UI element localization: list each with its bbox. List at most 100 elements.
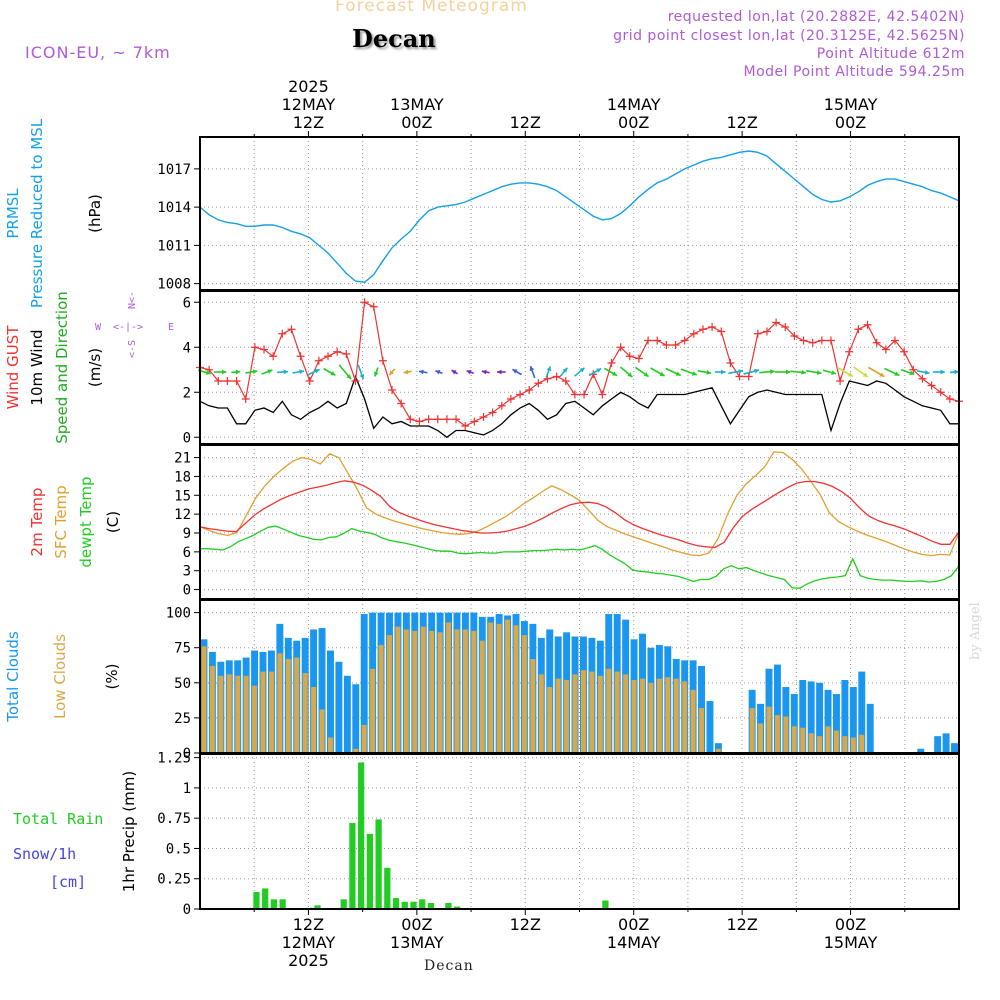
model-point-altitude: Model Point Altitude 594.25m: [743, 64, 965, 80]
pressure-panel: 1008 1011 1014 1017: [157, 137, 959, 293]
wind-direction-arrow: [900, 368, 915, 376]
wind-panel: 0 2 4 6: [183, 291, 959, 446]
wind-arrow-head: [466, 370, 472, 375]
model-label: ICON-EU, ~ 7km: [25, 43, 171, 62]
wind-arrow-head: [299, 369, 304, 375]
low-cloud-bar: [834, 730, 839, 753]
wind-arrow-head: [451, 370, 457, 375]
wind-gust-marker: [680, 336, 689, 345]
y-tick-label: 25: [174, 711, 191, 727]
wind-gust-marker: [909, 365, 918, 374]
wind-direction-arrow: [650, 367, 665, 377]
wind-gust-marker: [424, 415, 433, 424]
pressure-axis-label: PRMSL: [4, 188, 22, 239]
low-cloud-bar: [209, 665, 215, 753]
low-cloud-bar: [648, 682, 654, 753]
total-cloud-bar: [917, 748, 925, 753]
total-cloud-bar: [816, 682, 824, 753]
y-tick-label: 6: [183, 545, 191, 561]
wind-direction-arrow: [916, 370, 930, 375]
low-cloud-bar: [597, 675, 603, 753]
low-cloud-bar: [766, 706, 772, 753]
low-cloud-bar: [387, 635, 392, 753]
wind-gust-marker: [717, 327, 726, 336]
compass-south-icon: <-S: [127, 340, 138, 358]
wind-axis-label: Wind GUST: [4, 325, 22, 410]
low-cloud-bar: [800, 727, 806, 753]
wind-arrow-head: [579, 367, 585, 373]
wind-gust-marker: [708, 323, 717, 331]
wind-gust-marker: [808, 338, 817, 347]
y-tick-label: 0: [183, 430, 191, 446]
wind-gust-marker: [634, 354, 643, 363]
wind-gust-marker: [488, 408, 497, 417]
low-cloud-bar: [226, 674, 232, 753]
wind-direction-arrow: [559, 367, 569, 377]
top-time-label: 13MAY: [390, 95, 444, 114]
meteogram-subtitle: Forecast Meteogram: [335, 0, 528, 16]
wind-arrow-head: [222, 369, 227, 375]
wind-gust-marker: [817, 336, 826, 345]
rain-legend-label: Total Rain: [13, 810, 103, 828]
low-cloud-bar: [589, 671, 595, 753]
y-tick-label: 2: [183, 385, 191, 401]
temp-2m-line: [199, 480, 960, 549]
wind-direction-arrow: [634, 366, 650, 378]
low-cloud-bar: [538, 674, 544, 753]
wind-arrow-head: [721, 369, 726, 375]
wind-arrow-head: [346, 374, 352, 380]
wind-arrow-head: [924, 370, 930, 375]
y-tick-label: 0: [183, 746, 191, 762]
y-tick-label: 1: [183, 781, 191, 797]
y-tick-label: 1008: [157, 277, 191, 293]
wind-gust-marker: [753, 329, 762, 338]
rain-bar: [314, 905, 321, 909]
wind-direction-arrow: [497, 369, 506, 375]
wind-arrow-head: [862, 372, 868, 377]
bottom-time-label: 13MAY: [390, 933, 444, 952]
precip-frame: [199, 753, 960, 910]
bottom-time-label: 12Z: [510, 915, 541, 934]
low-cloud-bar: [243, 675, 249, 753]
wind-arrow-head: [252, 369, 258, 375]
wind-gust-marker: [369, 302, 378, 311]
wind-gust-marker: [689, 329, 698, 338]
low-cloud-bar: [623, 674, 629, 753]
wind-gust-marker: [479, 413, 488, 421]
temperature-axis-label: (C): [104, 511, 122, 533]
wind-arrow-head: [801, 369, 806, 375]
rain-bar: [279, 899, 286, 909]
wind-gust-marker: [698, 325, 707, 334]
wind-gust-marker: [561, 377, 570, 385]
station-footer: Decan: [424, 958, 474, 974]
temperature-panel: 0 3 6 9 12 15 18 21: [174, 445, 959, 599]
wind-direction-arrow: [323, 367, 336, 377]
compass-west-icon: W: [95, 322, 102, 333]
wind-arrow-head: [847, 372, 853, 377]
low-cloud-bar: [521, 635, 527, 753]
wind-direction-arrow: [949, 369, 960, 375]
wind-gust-marker: [598, 390, 607, 399]
y-tick-label: 75: [174, 641, 191, 657]
low-cloud-bar: [370, 668, 376, 753]
top-time-label: 12Z: [510, 113, 541, 132]
rain-bar: [253, 892, 260, 909]
wind-arrow-head: [612, 371, 617, 376]
low-cloud-bar: [403, 629, 409, 753]
wind-arrow-head: [831, 370, 836, 375]
bottom-time-label: 15MAY: [824, 933, 878, 952]
total-cloud-bar: [841, 680, 849, 753]
wind-gust-marker: [415, 417, 424, 426]
total-cloud-bar: [858, 671, 866, 753]
total-cloud-bar: [360, 614, 368, 753]
wind-direction-arrow: [545, 366, 552, 378]
wind-arrow-head: [529, 366, 535, 372]
wind-gust-line: [199, 301, 960, 427]
wind-direction-arrow: [374, 367, 379, 377]
top-time-label: 12Z: [726, 113, 757, 132]
clouds-axis-label: Low Clouds: [51, 634, 69, 719]
top-time-label: 15MAY: [824, 95, 878, 114]
wind-arrow-head: [786, 369, 791, 375]
wind-direction-arrow: [466, 369, 474, 375]
wind-direction-arrow: [418, 369, 428, 375]
